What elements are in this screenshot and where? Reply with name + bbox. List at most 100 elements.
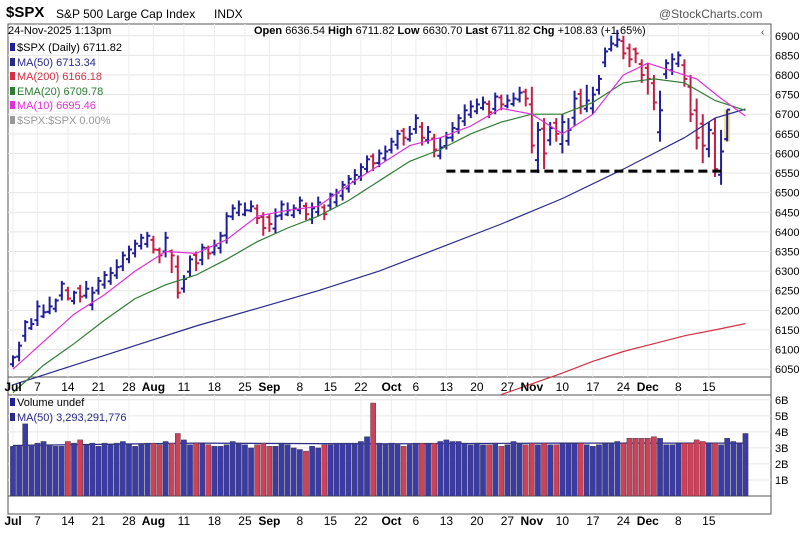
volume-bar: [736, 442, 743, 497]
ma50-line: [12, 108, 746, 386]
x-tick-label: Aug: [142, 514, 165, 528]
volume-bar: [223, 444, 230, 497]
last-label: Last: [465, 25, 489, 37]
volume-bar: [657, 438, 663, 497]
volume-bar: [290, 447, 297, 497]
x-tick-label: 10: [556, 380, 570, 394]
volume-bar: [413, 442, 419, 497]
legend-ma200-label: MA(200) 6166.18: [17, 71, 102, 83]
volume-tick-label: 6B: [775, 395, 788, 407]
volume-bar: [553, 444, 560, 497]
legend-volume: Volume undef: [10, 396, 126, 411]
volume-bar: [687, 442, 694, 497]
x-tick-label: Sep: [258, 514, 280, 528]
x-tick-label: 24: [617, 514, 631, 528]
volume-bar: [669, 444, 676, 497]
x-tick-label: 18: [208, 380, 222, 394]
volume-bar: [321, 444, 328, 497]
volume-tick-label: 5B: [775, 411, 788, 423]
x-tick-label: 22: [354, 380, 368, 394]
volume-bar: [388, 442, 395, 497]
legend-rel: $SPX:$SPX 0.00%: [10, 114, 122, 129]
volume-bar: [443, 439, 450, 497]
x-tick-label: Jul: [4, 514, 21, 528]
price-tick-label: 6500: [775, 188, 799, 200]
volume-tick-label: 1B: [775, 475, 788, 487]
x-tick-label: 6: [413, 514, 420, 528]
ema20-line: [12, 78, 746, 394]
price-tick-label: 6750: [775, 90, 799, 102]
volume-bar: [577, 442, 584, 497]
volume-bar: [272, 446, 279, 497]
legend-ma10-label: MA(10) 6695.46: [17, 100, 96, 112]
price-tick-label: 6650: [775, 129, 799, 141]
x-tick-label: 6: [413, 380, 420, 394]
legend-price: $SPX (Daily) 6711.82: [10, 41, 122, 56]
x-tick-label: Nov: [521, 380, 544, 394]
volume-bar: [303, 450, 309, 497]
volume-bar: [101, 442, 108, 497]
volume-bar: [468, 444, 474, 497]
x-tick-label: Sep: [258, 380, 280, 394]
x-tick-label: 20: [470, 380, 484, 394]
volume-bar: [120, 441, 126, 497]
x-tick-label: 28: [122, 514, 136, 528]
price-tick-label: 6050: [775, 364, 799, 376]
x-tick-label: 7: [34, 514, 41, 528]
volume-bar: [193, 442, 199, 497]
volume-bar: [675, 442, 682, 497]
volume-bar: [632, 438, 639, 497]
volume-bar: [345, 442, 352, 497]
x-tick-label: 10: [556, 514, 570, 528]
volume-bar: [113, 442, 120, 497]
volume-bar: [590, 446, 596, 497]
volume-bar: [352, 442, 358, 497]
legend-ma50: MA(50) 6713.34: [10, 56, 122, 71]
volume-bar: [406, 444, 413, 497]
x-tick-label: 24: [617, 380, 631, 394]
x-tick-label: 22: [354, 514, 368, 528]
volume-bar: [309, 446, 315, 497]
volume-bar: [498, 446, 505, 497]
x-tick-label: 11: [178, 514, 191, 528]
volume-bar: [242, 444, 248, 497]
price-tick-label: 6550: [775, 168, 799, 180]
volume-bar: [449, 441, 456, 497]
volume-bar: [236, 442, 242, 497]
collapse-chevron-icon[interactable]: ‹: [761, 27, 765, 38]
x-tick-label: Jul: [4, 380, 21, 394]
x-tick-label: 15: [324, 514, 338, 528]
volume-bar: [559, 442, 566, 497]
volume-bar: [718, 444, 724, 497]
x-tick-label: 14: [61, 514, 75, 528]
price-tick-label: 6150: [775, 325, 799, 337]
legend-volume-ma50-label: MA(50) 3,293,291,776: [17, 411, 127, 424]
volume-bar: [144, 442, 151, 497]
low-value: 6630.70: [422, 25, 463, 37]
price-tick-label: 6850: [775, 50, 799, 62]
x-tick-label: 25: [238, 380, 252, 394]
volume-bar: [46, 444, 53, 497]
brand-watermark: @StockCharts.com: [659, 7, 763, 21]
legend-ema20: EMA(20) 6709.78: [10, 85, 122, 100]
volume-bar: [205, 444, 212, 497]
price-tick-label: 6400: [775, 227, 799, 239]
price-tick-label: 6700: [775, 109, 799, 121]
price-tick-label: 6350: [775, 246, 799, 258]
volume-bar: [40, 441, 47, 497]
volume-bar: [693, 439, 700, 497]
volume-bar: [712, 442, 718, 497]
volume-bar: [522, 444, 529, 497]
price-tick-label: 6450: [775, 207, 799, 219]
volume-bar: [699, 441, 706, 497]
volume-bar: [71, 442, 77, 497]
volume-bar: [681, 442, 688, 497]
volume-bar: [376, 442, 383, 497]
x-tick-label: 17: [586, 380, 600, 394]
price-legend: $SPX (Daily) 6711.82 MA(50) 6713.34 MA(2…: [10, 41, 122, 128]
x-tick-label: 15: [702, 514, 716, 528]
x-tick-label: 13: [440, 380, 454, 394]
x-tick-label: Oct: [381, 514, 401, 528]
volume-bar: [724, 438, 730, 497]
